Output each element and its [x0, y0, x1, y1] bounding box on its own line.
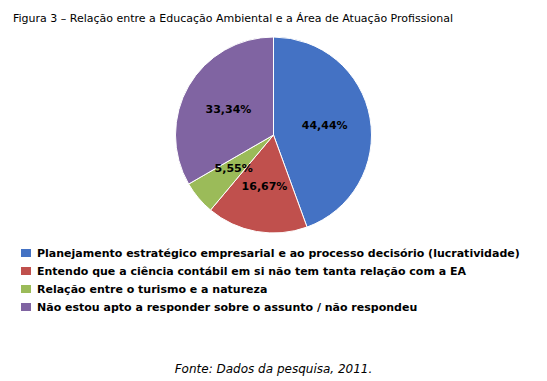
svg-text:Não estou apto a responder sob: Não estou apto a responder sobre o assun…: [37, 301, 417, 314]
svg-text:16,67%: 16,67%: [242, 180, 288, 193]
svg-text:Fonte: Dados da pesquisa, 2011: Fonte: Dados da pesquisa, 2011.: [175, 362, 373, 376]
svg-text:Planejamento estratégico empre: Planejamento estratégico empresarial e a…: [37, 247, 520, 260]
svg-text:Figura 3 – Relação entre a Edu: Figura 3 – Relação entre a Educação Ambi…: [13, 12, 453, 25]
svg-text:5,55%: 5,55%: [215, 162, 253, 175]
svg-text:33,34%: 33,34%: [206, 103, 252, 116]
svg-text:Relação entre o turismo e a na: Relação entre o turismo e a natureza: [37, 283, 267, 296]
svg-text:44,44%: 44,44%: [302, 119, 348, 132]
svg-text:Entendo que a ciência contábil: Entendo que a ciência contábil em si não…: [37, 265, 466, 278]
